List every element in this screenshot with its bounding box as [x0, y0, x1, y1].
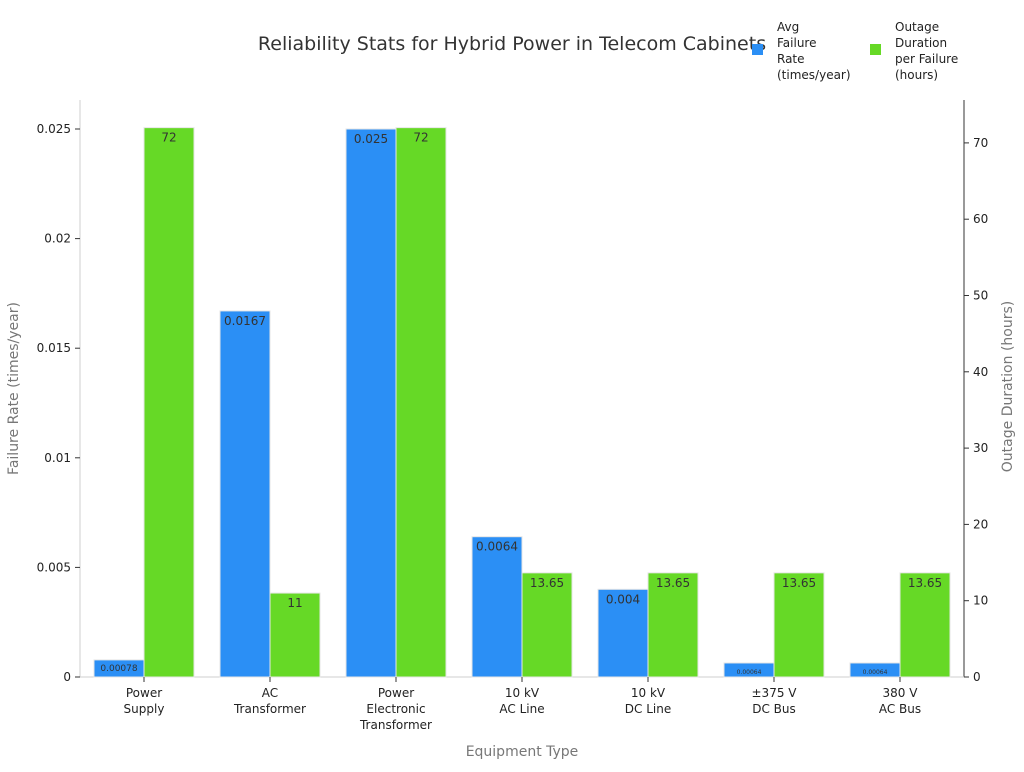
legend-label-line: per Failure — [895, 52, 958, 66]
right-tick-label: 0 — [973, 670, 981, 684]
right-tick-label: 30 — [973, 441, 988, 455]
y-axis-left-title: Failure Rate (times/year) — [6, 302, 22, 475]
right-tick-label: 50 — [973, 289, 988, 303]
left-tick-label: 0.025 — [37, 122, 71, 136]
x-tick-label: 10 kV AC Line — [499, 686, 544, 716]
right-tick-label: 40 — [973, 365, 988, 379]
x-tick-label-line: 10 kV — [505, 686, 540, 700]
left-tick-label: 0.005 — [37, 560, 71, 574]
bar-label-outage-duration: 13.65 — [908, 576, 942, 590]
x-tick-label-line: DC Line — [625, 702, 671, 716]
y-axis-right-title: Outage Duration (hours) — [1000, 301, 1016, 472]
bar-label-outage-duration: 13.65 — [656, 576, 690, 590]
bar-label-failure-rate: 0.025 — [354, 132, 388, 146]
bar-outage-duration — [269, 592, 321, 678]
x-tick-label: 380 V AC Bus — [879, 686, 921, 716]
x-tick-label-line: Power — [126, 686, 162, 700]
x-tick-label-line: Supply — [124, 702, 165, 716]
left-tick-label: 0.02 — [44, 232, 71, 246]
legend-label-line: (hours) — [895, 68, 938, 82]
bar-outage-duration — [521, 572, 573, 678]
bar-failure-rate — [219, 310, 271, 678]
bar-label-failure-rate: 0.00078 — [100, 664, 137, 674]
left-tick-label: 0.01 — [44, 451, 71, 465]
x-tick-label: ±375 V DC Bus — [752, 686, 798, 716]
x-tick-label-line: Electronic — [366, 702, 425, 716]
bar-outage-duration — [773, 572, 825, 678]
bar-failure-rate — [471, 536, 523, 678]
legend-label-line: Duration — [895, 36, 947, 50]
bar-label-failure-rate: 0.00064 — [737, 669, 762, 676]
bar-label-outage-duration: 72 — [161, 131, 176, 145]
right-tick-label: 70 — [973, 136, 988, 150]
legend-label: Avg Failure Rate (times/year) — [777, 20, 851, 82]
legend-label: Outage Duration per Failure (hours) — [895, 20, 958, 82]
x-tick-label-line: AC Line — [499, 702, 544, 716]
bar-outage-duration — [143, 127, 195, 678]
right-tick-label: 10 — [973, 594, 988, 608]
x-tick-label-line: Transformer — [233, 702, 306, 716]
x-tick-label-line: DC Bus — [752, 702, 796, 716]
right-tick-label: 20 — [973, 517, 988, 531]
x-tick-label: Power Electronic Transformer — [359, 686, 432, 732]
x-tick-label: 10 kV DC Line — [625, 686, 671, 716]
x-tick-label-line: 380 V — [883, 686, 919, 700]
bar-failure-rate — [345, 128, 397, 678]
bar-label-outage-duration: 13.65 — [782, 576, 816, 590]
left-tick-label: 0 — [63, 670, 71, 684]
x-tick-label-line: 10 kV — [631, 686, 666, 700]
bar-outage-duration — [899, 572, 951, 678]
bar-label-failure-rate: 0.004 — [606, 592, 640, 606]
x-tick-label-line: Power — [378, 686, 414, 700]
x-tick-label-line: ±375 V — [752, 686, 798, 700]
bar-label-outage-duration: 13.65 — [530, 576, 564, 590]
legend-label-line: Outage — [895, 20, 939, 34]
bar-outage-duration — [647, 572, 699, 678]
x-tick-label: AC Transformer — [233, 686, 306, 716]
x-tick-label-line: Transformer — [359, 718, 432, 732]
bar-label-outage-duration: 72 — [413, 131, 428, 145]
bar-failure-rate — [597, 588, 649, 678]
legend-label-line: Rate — [777, 52, 805, 66]
x-axis-title: Equipment Type — [466, 744, 579, 760]
x-tick-label: Power Supply — [124, 686, 165, 716]
legend-swatch — [752, 44, 763, 55]
legend-swatch — [870, 44, 881, 55]
legend-label-line: (times/year) — [777, 68, 851, 82]
bar-label-failure-rate: 0.0167 — [224, 314, 266, 328]
bar-outage-duration — [395, 127, 447, 678]
right-tick-label: 60 — [973, 212, 988, 226]
x-tick-label-line: AC Bus — [879, 702, 921, 716]
plot-area: 0 0.005 0.01 0.015 0.02 0.025 0 10 20 30 40 50 60 70 F… — [6, 100, 1016, 760]
legend-label-line: Avg — [777, 20, 799, 34]
left-tick-label: 0.015 — [37, 341, 71, 355]
legend-label-line: Failure — [777, 36, 816, 50]
legend: Avg Failure Rate (times/year) Outage Duration… — [752, 20, 958, 82]
bar-label-outage-duration: 11 — [287, 596, 302, 610]
bar-label-failure-rate: 0.0064 — [476, 540, 518, 554]
chart-title: Reliability Stats for Hybrid Power in Te… — [258, 33, 766, 55]
x-tick-label-line: AC — [262, 686, 278, 700]
bar-label-failure-rate: 0.00064 — [863, 669, 888, 676]
